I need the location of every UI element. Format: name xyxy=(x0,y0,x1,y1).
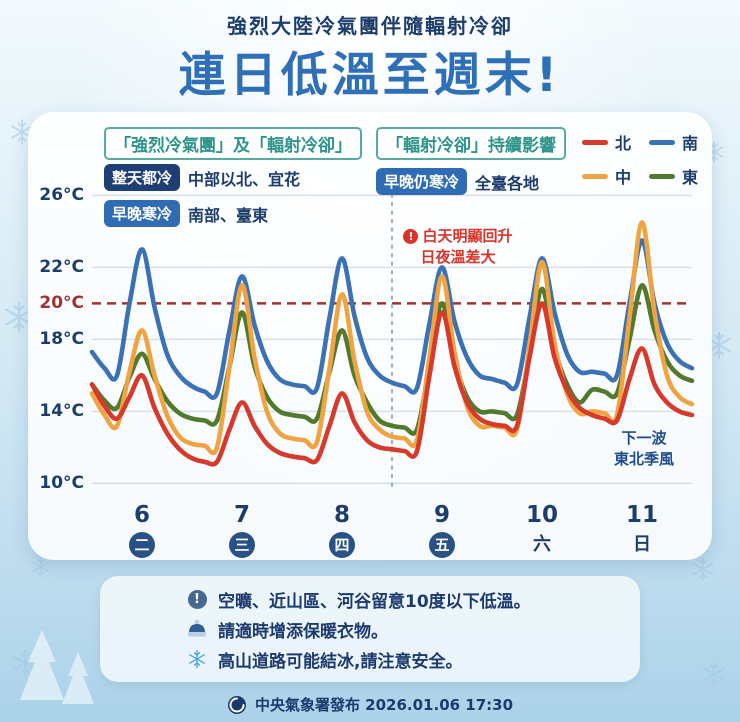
notice-row-icy-roads: 高山道路可能結冰,請注意安全。 xyxy=(186,647,640,672)
x-axis-weekday: 六 xyxy=(533,534,551,555)
chart-panel: 26°C 22°C 20°C 18°C 14°C 10°C 6 二 7 三 8 四 9 五 10 六 11 日 「… xyxy=(28,112,712,560)
legend-label: 東 xyxy=(681,168,698,187)
series-line-東 xyxy=(89,283,695,436)
y-axis-label: 22°C xyxy=(39,257,84,278)
badge-still-cold: 早晚仍寒冷 xyxy=(376,168,468,195)
x-axis-day: 11 xyxy=(625,502,658,528)
notice-text: 請適時增添保暖衣物。 xyxy=(218,621,388,642)
series-line-北 xyxy=(89,301,695,467)
page-title: 連日低溫至週末! xyxy=(178,48,562,103)
temperature-chart xyxy=(89,176,695,492)
x-axis-weekday: 五 xyxy=(429,532,455,558)
notice-text: 高山道路可能結冰,請注意安全。 xyxy=(218,651,463,672)
y-axis-label: 26°C xyxy=(39,185,84,206)
annotation-row: 早晚仍寒冷 全臺各地 xyxy=(376,168,539,195)
x-axis-weekday: 四 xyxy=(329,532,355,558)
legend-label: 南 xyxy=(681,134,698,153)
y-axis-label: 20°C xyxy=(39,293,84,314)
series-line-南 xyxy=(89,238,695,400)
legend-item-south: 南 xyxy=(648,130,698,154)
notice-row-warm-clothes: 請適時增添保暖衣物。 xyxy=(186,617,640,642)
daytime-warming-line2: 日夜溫差大 xyxy=(420,248,496,266)
legend-line-icon xyxy=(581,173,608,179)
chart-plot: 26°C 22°C 20°C 18°C 14°C 10°C 6 二 7 三 8 四 9 五 10 六 11 日 xyxy=(28,112,712,560)
legend-line-icon xyxy=(648,139,675,145)
chart-legend: 北 南 中 東 xyxy=(581,130,698,188)
x-axis-day: 8 xyxy=(333,502,350,528)
hat-icon xyxy=(186,619,208,639)
legend-label: 中 xyxy=(614,168,631,187)
annotation-row: 早晚寒冷 南部、臺東 xyxy=(104,200,300,227)
snowflake-icon xyxy=(186,649,208,669)
section-label-radiative: 「輻射冷卻」持續影響 xyxy=(376,127,566,160)
legend-line-icon xyxy=(648,173,675,179)
x-axis-day: 9 xyxy=(433,502,450,528)
cwa-logo-icon xyxy=(227,695,246,714)
x-axis-day: 6 xyxy=(133,502,150,528)
x-axis-weekday: 二 xyxy=(129,532,155,558)
daytime-warming-note: ! 白天明顯回升 日夜溫差大 xyxy=(388,226,528,268)
next-wave-line1: 下一波 xyxy=(621,429,667,447)
next-wave-note: 下一波 東北季風 xyxy=(584,428,704,470)
section-label-cold-mass: 「強烈冷氣團」及「輻射冷卻」 xyxy=(104,127,362,160)
notice-text: 空曠、近山區、河谷留意10度以下低溫。 xyxy=(218,591,531,612)
left-annotations: 整天都冷 中部以北、宜花 早晚寒冷 南部、臺東 xyxy=(104,164,300,227)
legend-item-north: 北 xyxy=(581,130,631,154)
annotation-text: 南部、臺東 xyxy=(188,205,269,225)
footer-text: 中央氣象署發布 2026.01.06 17:30 xyxy=(254,696,514,714)
annotation-row: 整天都冷 中部以北、宜花 xyxy=(104,164,300,191)
exclamation-icon: ! xyxy=(403,229,419,244)
x-axis-day: 7 xyxy=(233,502,250,528)
notice-row-low-temp: ! 空曠、近山區、河谷留意10度以下低溫。 xyxy=(186,587,640,612)
daytime-warming-line1: ! 白天明顯回升 xyxy=(388,226,528,247)
x-axis-weekday: 三 xyxy=(229,532,255,558)
x-axis-day: 10 xyxy=(525,502,558,528)
legend-line-icon xyxy=(581,139,608,145)
x-axis-weekday: 日 xyxy=(633,534,651,555)
legend-item-central: 中 xyxy=(581,164,631,188)
badge-morning-night-cold: 早晚寒冷 xyxy=(104,200,181,227)
y-axis-label: 10°C xyxy=(39,473,84,494)
legend-label: 北 xyxy=(614,134,631,153)
legend-item-east: 東 xyxy=(648,164,698,188)
daytime-warming-text: 白天明顯回升 xyxy=(422,227,513,245)
notice-panel: ! 空曠、近山區、河谷留意10度以下低溫。 請適時增添保暖衣物。 高山道路可能結… xyxy=(100,576,640,682)
badge-all-day-cold: 整天都冷 xyxy=(104,164,181,191)
subtitle: 強烈大陸冷氣團伴隨輻射冷卻 xyxy=(227,14,513,38)
right-annotations: 早晚仍寒冷 全臺各地 xyxy=(376,168,539,195)
tree-decoration xyxy=(20,630,94,704)
annotation-text: 全臺各地 xyxy=(475,173,540,193)
next-wave-line2: 東北季風 xyxy=(613,450,674,468)
annotation-text: 中部以北、宜花 xyxy=(188,169,301,189)
y-axis-label: 14°C xyxy=(39,401,84,422)
exclamation-icon: ! xyxy=(186,589,208,609)
series-line-中 xyxy=(89,220,695,456)
footer: 中央氣象署發布 2026.01.06 17:30 xyxy=(0,694,740,715)
y-axis-label: 18°C xyxy=(39,329,84,350)
